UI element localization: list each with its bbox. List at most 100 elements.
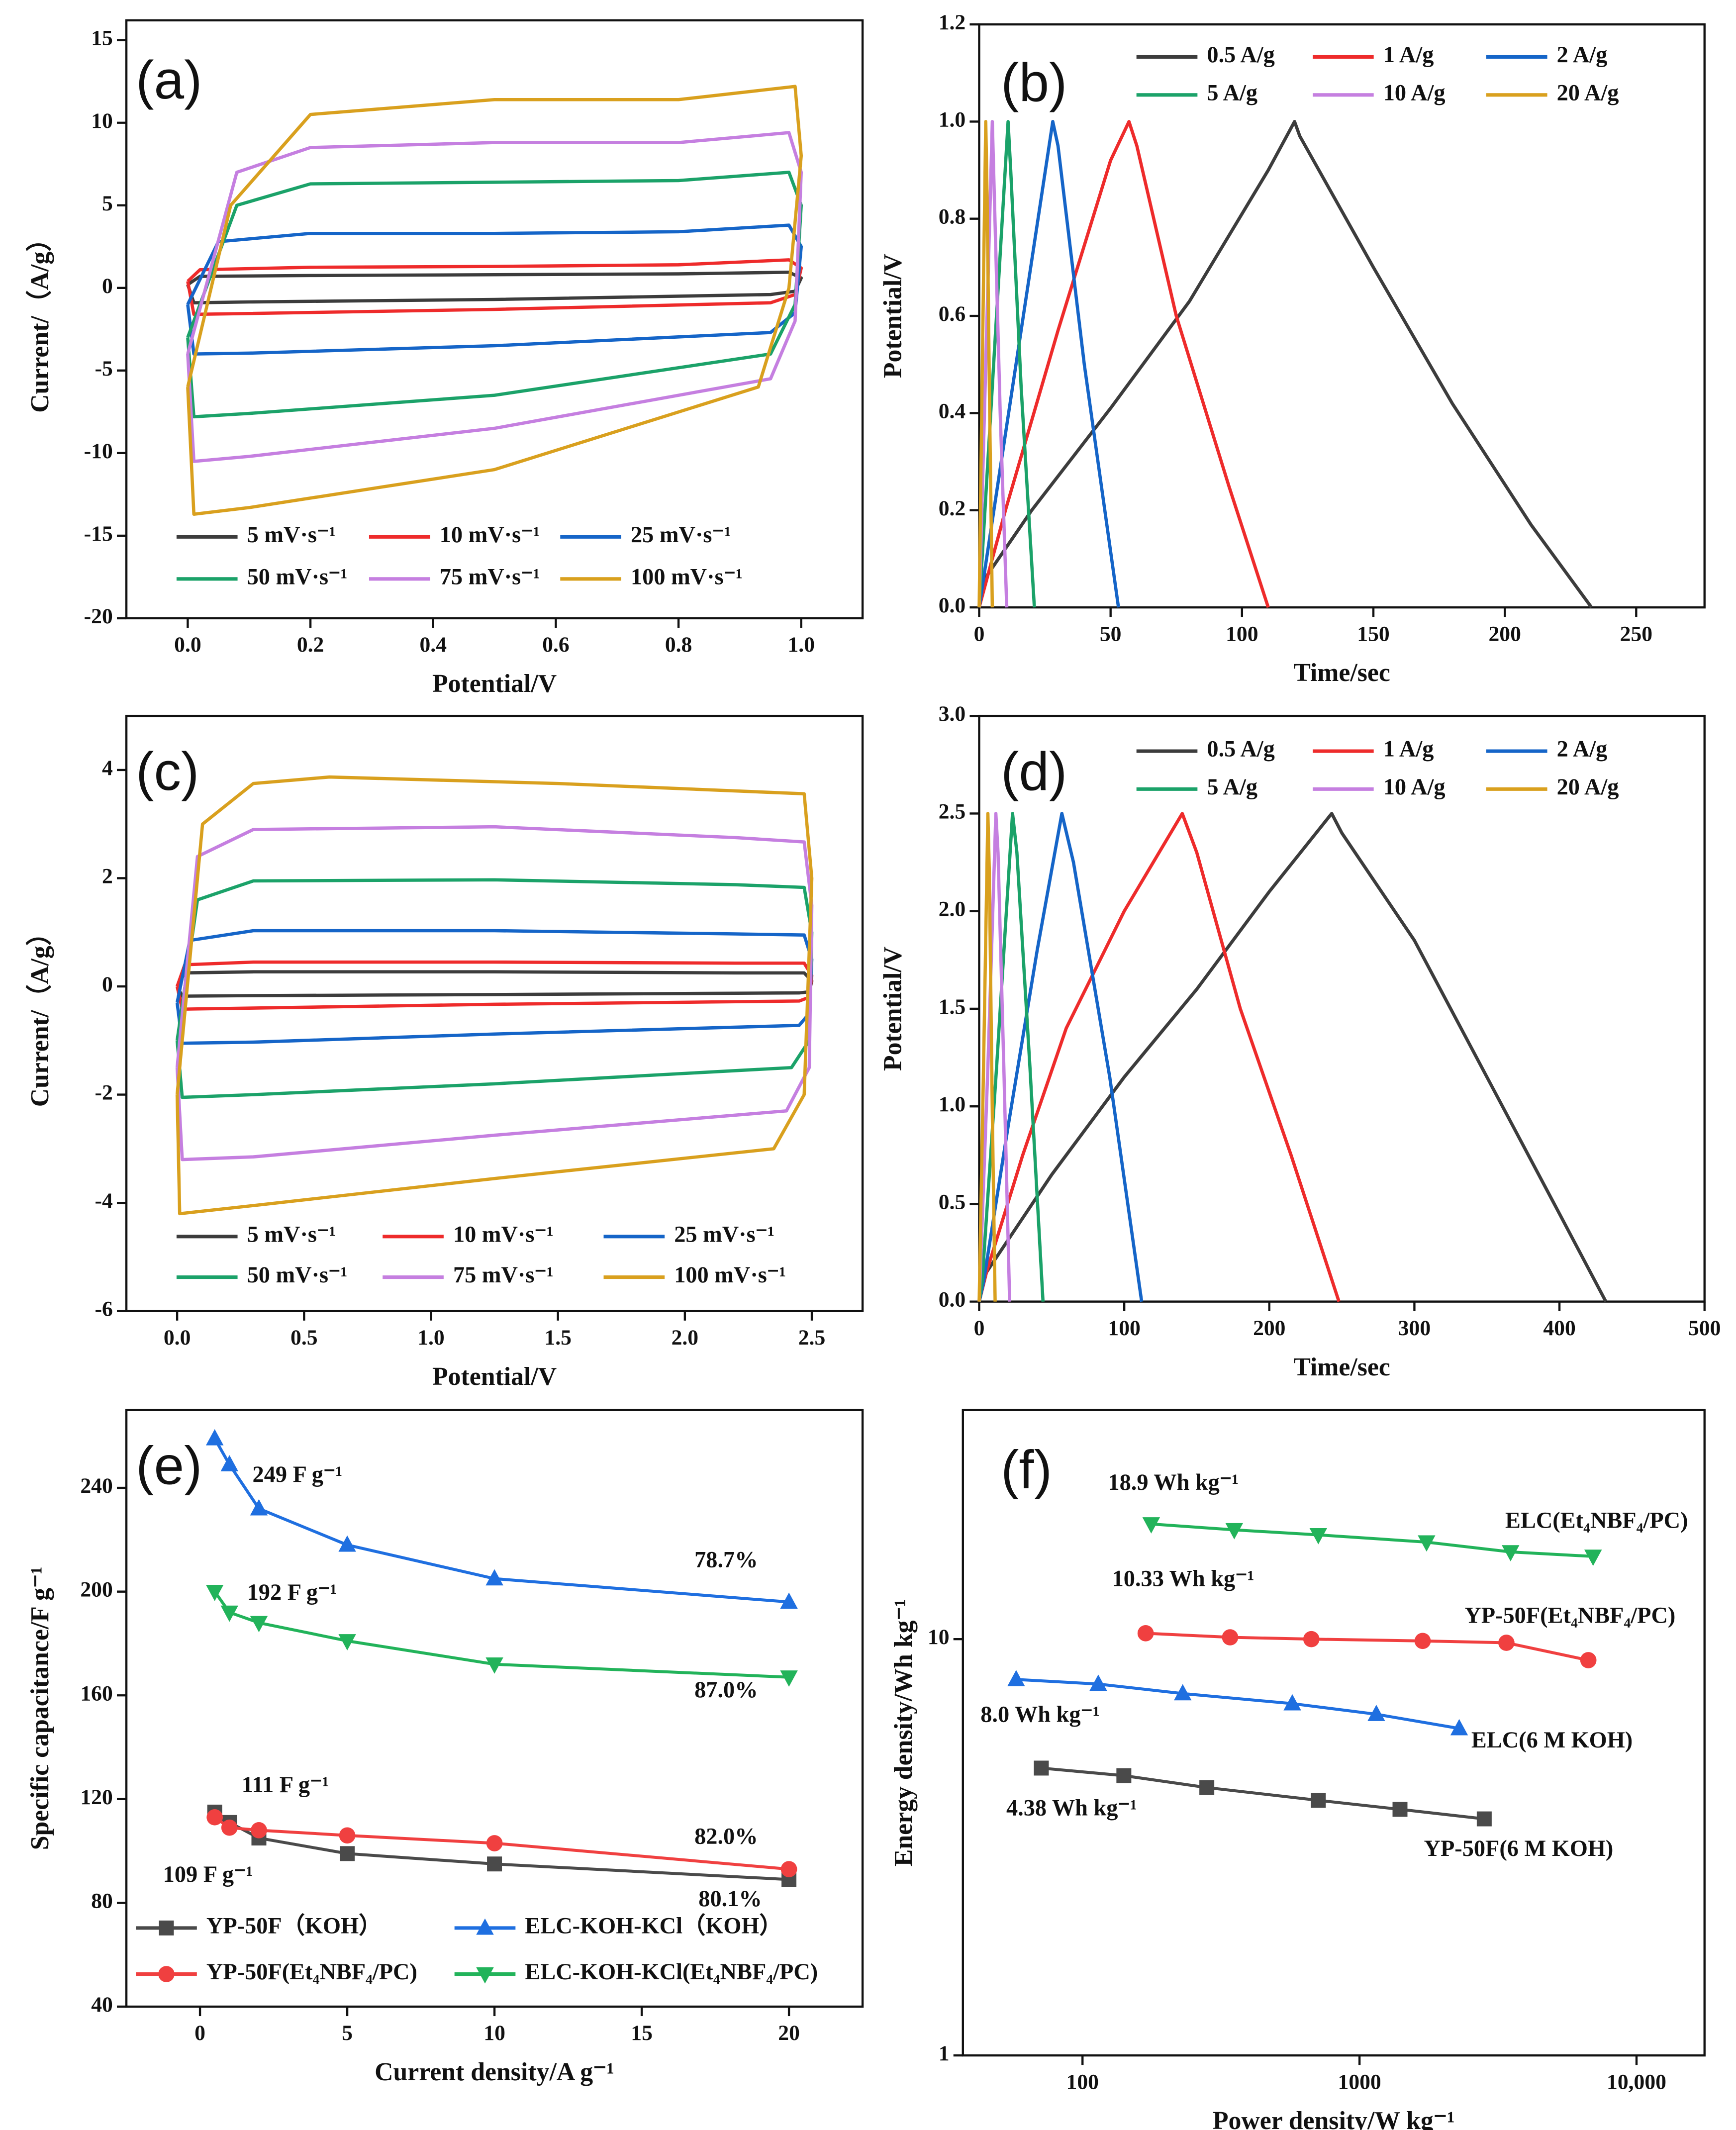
data-point	[487, 1856, 502, 1872]
data-point	[339, 1827, 356, 1844]
y-tick-label: 0	[102, 972, 113, 996]
legend-label: 10 mV·s⁻¹	[453, 1222, 554, 1247]
legend-label: 50 mV·s⁻¹	[247, 1262, 348, 1288]
data-point	[1414, 1633, 1431, 1649]
data-point	[1418, 1535, 1436, 1552]
legend-label: 20 A/g	[1557, 80, 1619, 105]
legend-label: YP-50F(Et₄NBF₄/PC)	[206, 1959, 417, 1985]
series-line	[977, 812, 1012, 1302]
series-line	[977, 120, 1270, 608]
y-tick-label: 200	[80, 1578, 112, 1602]
legend-label: 0.5 A/g	[1207, 737, 1274, 762]
annotation: 10.33 Wh kg⁻¹	[1112, 1566, 1254, 1592]
data-point	[780, 1670, 798, 1687]
panel-label: (a)	[136, 50, 202, 110]
data-point	[220, 1605, 238, 1622]
legend-label: 0.5 A/g	[1207, 42, 1274, 68]
annotation: 109 F g⁻¹	[163, 1862, 253, 1887]
annotation: 4.38 Wh kg⁻¹	[1006, 1795, 1137, 1821]
annotation: 82.0%	[694, 1824, 758, 1849]
x-tick-label: 100	[1066, 2070, 1099, 2094]
data-point	[1580, 1652, 1597, 1668]
data-point	[205, 1585, 224, 1601]
x-tick-label: 1.0	[788, 633, 815, 657]
series-line	[977, 120, 1009, 608]
data-point	[340, 1846, 355, 1861]
y-tick-label: 1.0	[939, 1092, 966, 1116]
x-tick-label: 0	[974, 622, 985, 646]
legend-label: 75 mV·s⁻¹	[440, 564, 540, 589]
legend-label: 100 mV·s⁻¹	[674, 1262, 786, 1288]
y-tick-label: 1.0	[939, 107, 966, 131]
data-point	[485, 1569, 503, 1586]
legend-marker	[158, 1966, 175, 1982]
y-tick-label: 2.5	[939, 799, 966, 823]
x-axis-label: Potential/V	[432, 1362, 557, 1391]
y-tick-label: 40	[91, 1993, 113, 2017]
legend-label: ELC-KOH-KCl(Et₄NBF₄/PC)	[525, 1959, 818, 1985]
y-tick-label: 0.6	[939, 302, 966, 326]
annotation: 80.1%	[698, 1886, 762, 1912]
annotation: 111 F g⁻¹	[242, 1772, 329, 1798]
legend-marker	[476, 1918, 494, 1935]
data-point	[1303, 1631, 1320, 1647]
legend-label: 25 mV·s⁻¹	[631, 522, 731, 548]
x-tick-label: 400	[1543, 1316, 1575, 1340]
legend-label: 2 A/g	[1557, 42, 1608, 68]
y-tick-label: -2	[95, 1081, 112, 1105]
data-point	[1116, 1768, 1132, 1783]
x-tick-label: 200	[1488, 622, 1521, 646]
data-point	[1225, 1523, 1244, 1540]
series-line	[977, 812, 1144, 1302]
legend-label: YP-50F（KOH）	[206, 1913, 382, 1939]
data-point	[206, 1809, 223, 1826]
plot-frame	[125, 19, 864, 620]
data-point	[250, 1499, 268, 1516]
y-tick-label: 10	[928, 1625, 950, 1649]
data-point	[251, 1822, 267, 1839]
y-tick-label: 5	[102, 192, 113, 215]
x-tick-label: 50	[1100, 622, 1122, 646]
plot-frame	[125, 714, 864, 1312]
data-point	[1034, 1760, 1049, 1776]
y-axis-label: Current/（A/g）	[25, 226, 54, 413]
annotation: 87.0%	[694, 1677, 758, 1703]
data-point	[1311, 1793, 1326, 1808]
data-point	[486, 1835, 503, 1851]
panel-label: (f)	[1001, 1440, 1052, 1500]
x-tick-label: 100	[1108, 1316, 1140, 1340]
x-tick-label: 300	[1398, 1316, 1431, 1340]
series-line	[977, 812, 1608, 1303]
y-tick-label: -6	[95, 1297, 112, 1321]
data-point	[1502, 1545, 1520, 1561]
data-point	[1498, 1635, 1515, 1651]
y-tick-label: 4	[102, 756, 113, 780]
y-tick-label: -15	[84, 522, 113, 546]
series-line	[977, 812, 1341, 1302]
data-point	[780, 1861, 797, 1877]
data-point	[1309, 1528, 1328, 1545]
panel-label: (d)	[1001, 741, 1067, 802]
legend-label: 5 A/g	[1207, 775, 1257, 800]
data-point	[780, 1592, 798, 1609]
y-tick-label: 0.8	[939, 205, 966, 229]
x-tick-label: 1000	[1338, 2070, 1381, 2094]
data-point	[1584, 1549, 1602, 1566]
y-axis-label: Potential/V	[878, 947, 907, 1071]
x-tick-label: 2.5	[798, 1326, 826, 1350]
x-tick-label: 0.5	[290, 1326, 318, 1350]
y-tick-label: -20	[84, 604, 113, 628]
data-point	[1199, 1780, 1215, 1795]
data-point	[1007, 1670, 1025, 1686]
series-line	[977, 812, 997, 1302]
legend-label: 100 mV·s⁻¹	[631, 564, 743, 589]
series-line	[1146, 1632, 1589, 1662]
legend-label: 1 A/g	[1383, 737, 1434, 762]
series-line	[186, 258, 803, 316]
data-point	[1367, 1705, 1385, 1721]
y-tick-label: 2	[102, 864, 113, 888]
annotation: 249 F g⁻¹	[253, 1462, 343, 1487]
series-line	[977, 120, 1120, 608]
data-point	[1450, 1719, 1468, 1736]
panel-label: (b)	[1001, 52, 1067, 113]
